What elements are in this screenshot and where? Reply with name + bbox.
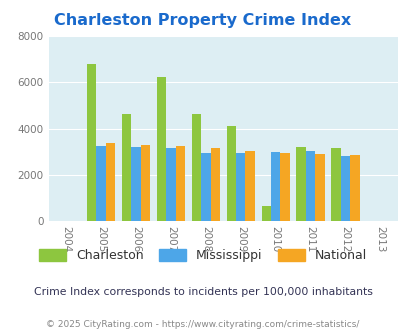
Text: © 2025 CityRating.com - https://www.cityrating.com/crime-statistics/: © 2025 CityRating.com - https://www.city… xyxy=(46,320,359,329)
Bar xyxy=(166,148,175,221)
Bar xyxy=(270,152,280,221)
Bar xyxy=(245,150,254,221)
Bar xyxy=(340,156,350,221)
Text: Charleston Property Crime Index: Charleston Property Crime Index xyxy=(54,13,351,28)
Bar xyxy=(156,77,166,221)
Bar xyxy=(315,154,324,221)
Bar xyxy=(191,114,200,221)
Bar xyxy=(96,146,106,221)
Bar xyxy=(305,150,315,221)
Bar xyxy=(235,153,245,221)
Bar xyxy=(141,146,150,221)
Bar xyxy=(175,146,185,221)
Bar xyxy=(280,153,289,221)
Bar xyxy=(261,206,270,221)
Bar xyxy=(350,155,359,221)
Bar xyxy=(200,153,210,221)
Bar xyxy=(87,64,96,221)
Bar xyxy=(122,114,131,221)
Bar xyxy=(210,148,220,221)
Bar xyxy=(106,143,115,221)
Text: Crime Index corresponds to incidents per 100,000 inhabitants: Crime Index corresponds to incidents per… xyxy=(34,287,371,297)
Bar xyxy=(226,126,235,221)
Bar xyxy=(330,148,340,221)
Bar xyxy=(131,147,141,221)
Legend: Charleston, Mississippi, National: Charleston, Mississippi, National xyxy=(34,244,371,267)
Bar xyxy=(296,147,305,221)
